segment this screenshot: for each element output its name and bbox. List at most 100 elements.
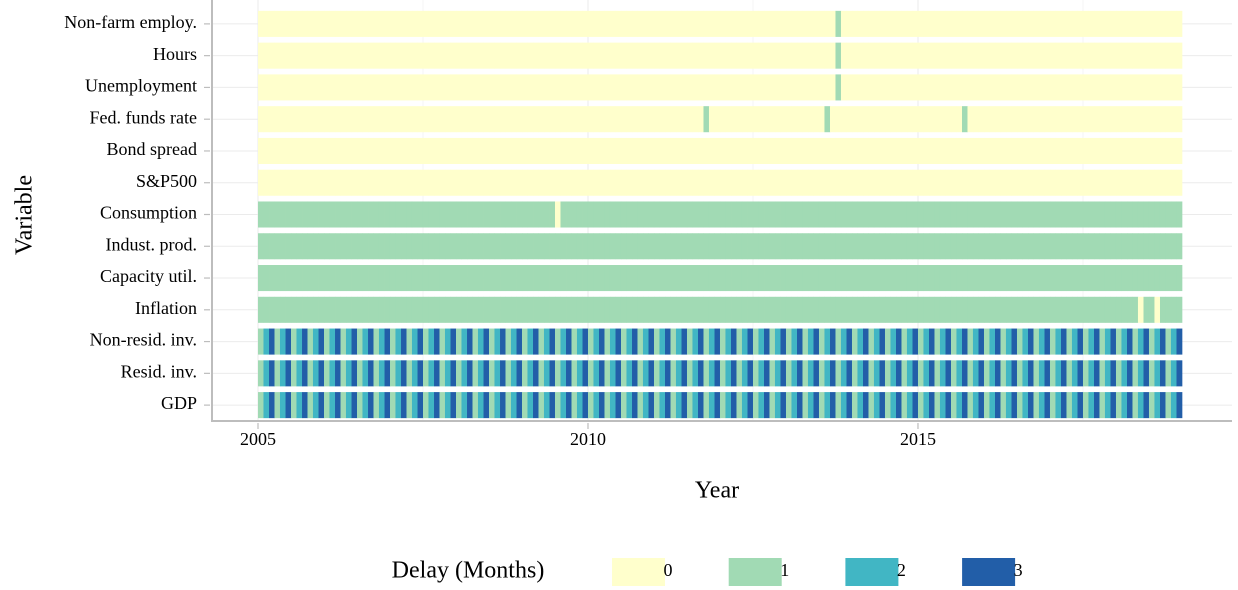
tile bbox=[378, 106, 385, 133]
tile bbox=[983, 360, 990, 387]
tile bbox=[741, 360, 748, 387]
tile bbox=[1071, 233, 1078, 260]
tile bbox=[455, 265, 462, 292]
tile bbox=[444, 233, 451, 260]
tile bbox=[780, 169, 787, 196]
tile bbox=[1082, 265, 1089, 292]
tile bbox=[741, 10, 748, 37]
tile bbox=[401, 201, 407, 228]
tile bbox=[752, 169, 759, 196]
tile bbox=[439, 42, 446, 69]
x-tick-label: 2015 bbox=[900, 429, 936, 449]
tile bbox=[290, 106, 297, 133]
tile bbox=[830, 233, 836, 260]
tile bbox=[1000, 137, 1007, 164]
tile bbox=[884, 137, 891, 164]
tile bbox=[945, 392, 952, 419]
tile bbox=[483, 392, 490, 419]
tile bbox=[467, 296, 473, 323]
tile bbox=[560, 201, 567, 228]
tile bbox=[516, 233, 523, 260]
tile bbox=[576, 392, 583, 419]
tile bbox=[615, 392, 622, 419]
tile bbox=[764, 233, 770, 260]
tile bbox=[549, 10, 556, 37]
tile bbox=[912, 296, 919, 323]
tile bbox=[533, 296, 539, 323]
tile bbox=[1049, 328, 1056, 355]
tile bbox=[444, 169, 451, 196]
tile bbox=[873, 10, 880, 37]
tile bbox=[587, 233, 594, 260]
tile bbox=[302, 296, 308, 323]
tile bbox=[373, 265, 380, 292]
tile bbox=[1016, 169, 1023, 196]
tile bbox=[1132, 296, 1139, 323]
tile bbox=[1000, 106, 1007, 133]
tile bbox=[752, 265, 759, 292]
tile bbox=[323, 265, 330, 292]
tile bbox=[434, 42, 440, 69]
tile bbox=[1132, 10, 1139, 37]
tile bbox=[1038, 137, 1045, 164]
tile bbox=[774, 201, 781, 228]
tile bbox=[533, 137, 539, 164]
tile bbox=[439, 106, 446, 133]
tile bbox=[444, 328, 451, 355]
tile bbox=[279, 10, 286, 37]
tile bbox=[406, 233, 413, 260]
tile bbox=[401, 169, 407, 196]
tile bbox=[615, 42, 622, 69]
tile bbox=[972, 106, 979, 133]
tile bbox=[279, 328, 286, 355]
tile bbox=[719, 296, 726, 323]
tile bbox=[863, 265, 869, 292]
tile bbox=[675, 265, 682, 292]
tile bbox=[978, 10, 985, 37]
tile bbox=[500, 106, 506, 133]
tile bbox=[632, 296, 638, 323]
tile bbox=[1115, 360, 1122, 387]
tile bbox=[939, 10, 946, 37]
tile bbox=[335, 169, 341, 196]
tile bbox=[824, 137, 831, 164]
tile bbox=[769, 169, 776, 196]
tile bbox=[884, 296, 891, 323]
tile bbox=[1028, 42, 1034, 69]
tile bbox=[406, 201, 413, 228]
tile bbox=[868, 137, 875, 164]
tile bbox=[312, 296, 319, 323]
tile bbox=[467, 233, 473, 260]
tile bbox=[939, 360, 946, 387]
tile bbox=[1126, 42, 1133, 69]
tile bbox=[389, 169, 396, 196]
tile bbox=[1077, 392, 1084, 419]
tile bbox=[450, 137, 457, 164]
tile bbox=[956, 392, 963, 419]
tile bbox=[1165, 392, 1172, 419]
tile bbox=[1033, 392, 1040, 419]
tile bbox=[384, 10, 391, 37]
tile bbox=[939, 106, 946, 133]
tile bbox=[797, 10, 803, 37]
tile bbox=[296, 328, 303, 355]
tile bbox=[477, 137, 484, 164]
tile bbox=[345, 201, 352, 228]
tile bbox=[983, 328, 990, 355]
tile bbox=[686, 265, 693, 292]
tile bbox=[758, 137, 765, 164]
tile bbox=[587, 10, 594, 37]
tile bbox=[1099, 106, 1106, 133]
tile bbox=[708, 233, 715, 260]
tile bbox=[934, 296, 941, 323]
tile bbox=[637, 328, 644, 355]
tile bbox=[884, 360, 891, 387]
tile bbox=[1082, 201, 1089, 228]
tile bbox=[312, 137, 319, 164]
tile bbox=[411, 137, 418, 164]
tile bbox=[258, 137, 264, 164]
tile bbox=[923, 169, 930, 196]
tile bbox=[884, 392, 891, 419]
tile bbox=[923, 106, 930, 133]
tile bbox=[411, 42, 418, 69]
